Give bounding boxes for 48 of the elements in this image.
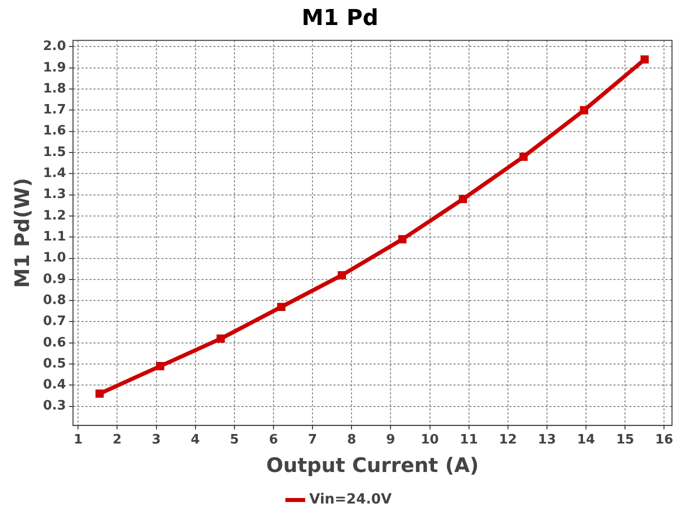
x-tick-label: 13: [538, 432, 556, 448]
x-tick-label: 9: [386, 432, 396, 448]
x-tick-label: 12: [498, 432, 517, 448]
point: [95, 390, 104, 398]
y-tick-label: 2.0: [43, 39, 66, 54]
x-axis-title: Output Current (A): [266, 453, 479, 478]
x-tick-label: 5: [230, 432, 239, 448]
y-tick-label: 0.6: [43, 335, 66, 350]
x-tick-label: 4: [190, 432, 200, 448]
point: [216, 334, 225, 343]
x-tick-label: 16: [655, 432, 674, 448]
x-tick-label: 14: [576, 432, 596, 448]
y-tick-label: 0.9: [43, 272, 66, 287]
point: [458, 194, 468, 204]
y-tick-label: 1.1: [43, 230, 66, 245]
y-tick-label: 0.8: [43, 292, 66, 308]
point: [277, 302, 286, 312]
legend-label: Vin=24.0V: [309, 492, 392, 508]
y-axis-title: M1 Pd(W): [10, 178, 34, 288]
x-tick-label: 6: [268, 432, 278, 448]
x-tick-label: 1: [74, 432, 83, 448]
y-tick-label: 0.4: [43, 378, 66, 393]
y-tick-label: 1.4: [43, 166, 66, 182]
point: [156, 362, 164, 370]
x-tick-label: 11: [460, 432, 478, 448]
y-tick-label: 0.3: [43, 398, 66, 414]
y-tick-label: 1.9: [43, 60, 66, 76]
x-tick-label: 7: [308, 432, 318, 448]
point: [580, 106, 588, 114]
x-tick-label: 10: [420, 432, 439, 448]
y-tick-label: 1.0: [43, 250, 66, 266]
y-tick-label: 1.3: [43, 187, 66, 202]
y-tick-label: 1.7: [43, 102, 66, 118]
point: [519, 152, 528, 161]
y-tick-label: 1.6: [43, 124, 66, 139]
x-tick-label: 2: [112, 432, 122, 448]
y-tick-label: 1.8: [43, 81, 66, 96]
y-tick-label: 0.5: [43, 356, 66, 372]
y-tick-label: 0.7: [43, 314, 66, 330]
y-tick-label: 1.5: [43, 144, 66, 160]
x-tick-label: 3: [152, 432, 161, 448]
x-tick-label: 15: [616, 432, 634, 448]
x-tick-label: 8: [347, 432, 356, 448]
point: [338, 271, 346, 280]
point: [398, 235, 407, 244]
point: [640, 55, 649, 64]
chart-title: M1 Pd: [302, 6, 378, 31]
y-tick-label: 1.2: [43, 208, 66, 224]
